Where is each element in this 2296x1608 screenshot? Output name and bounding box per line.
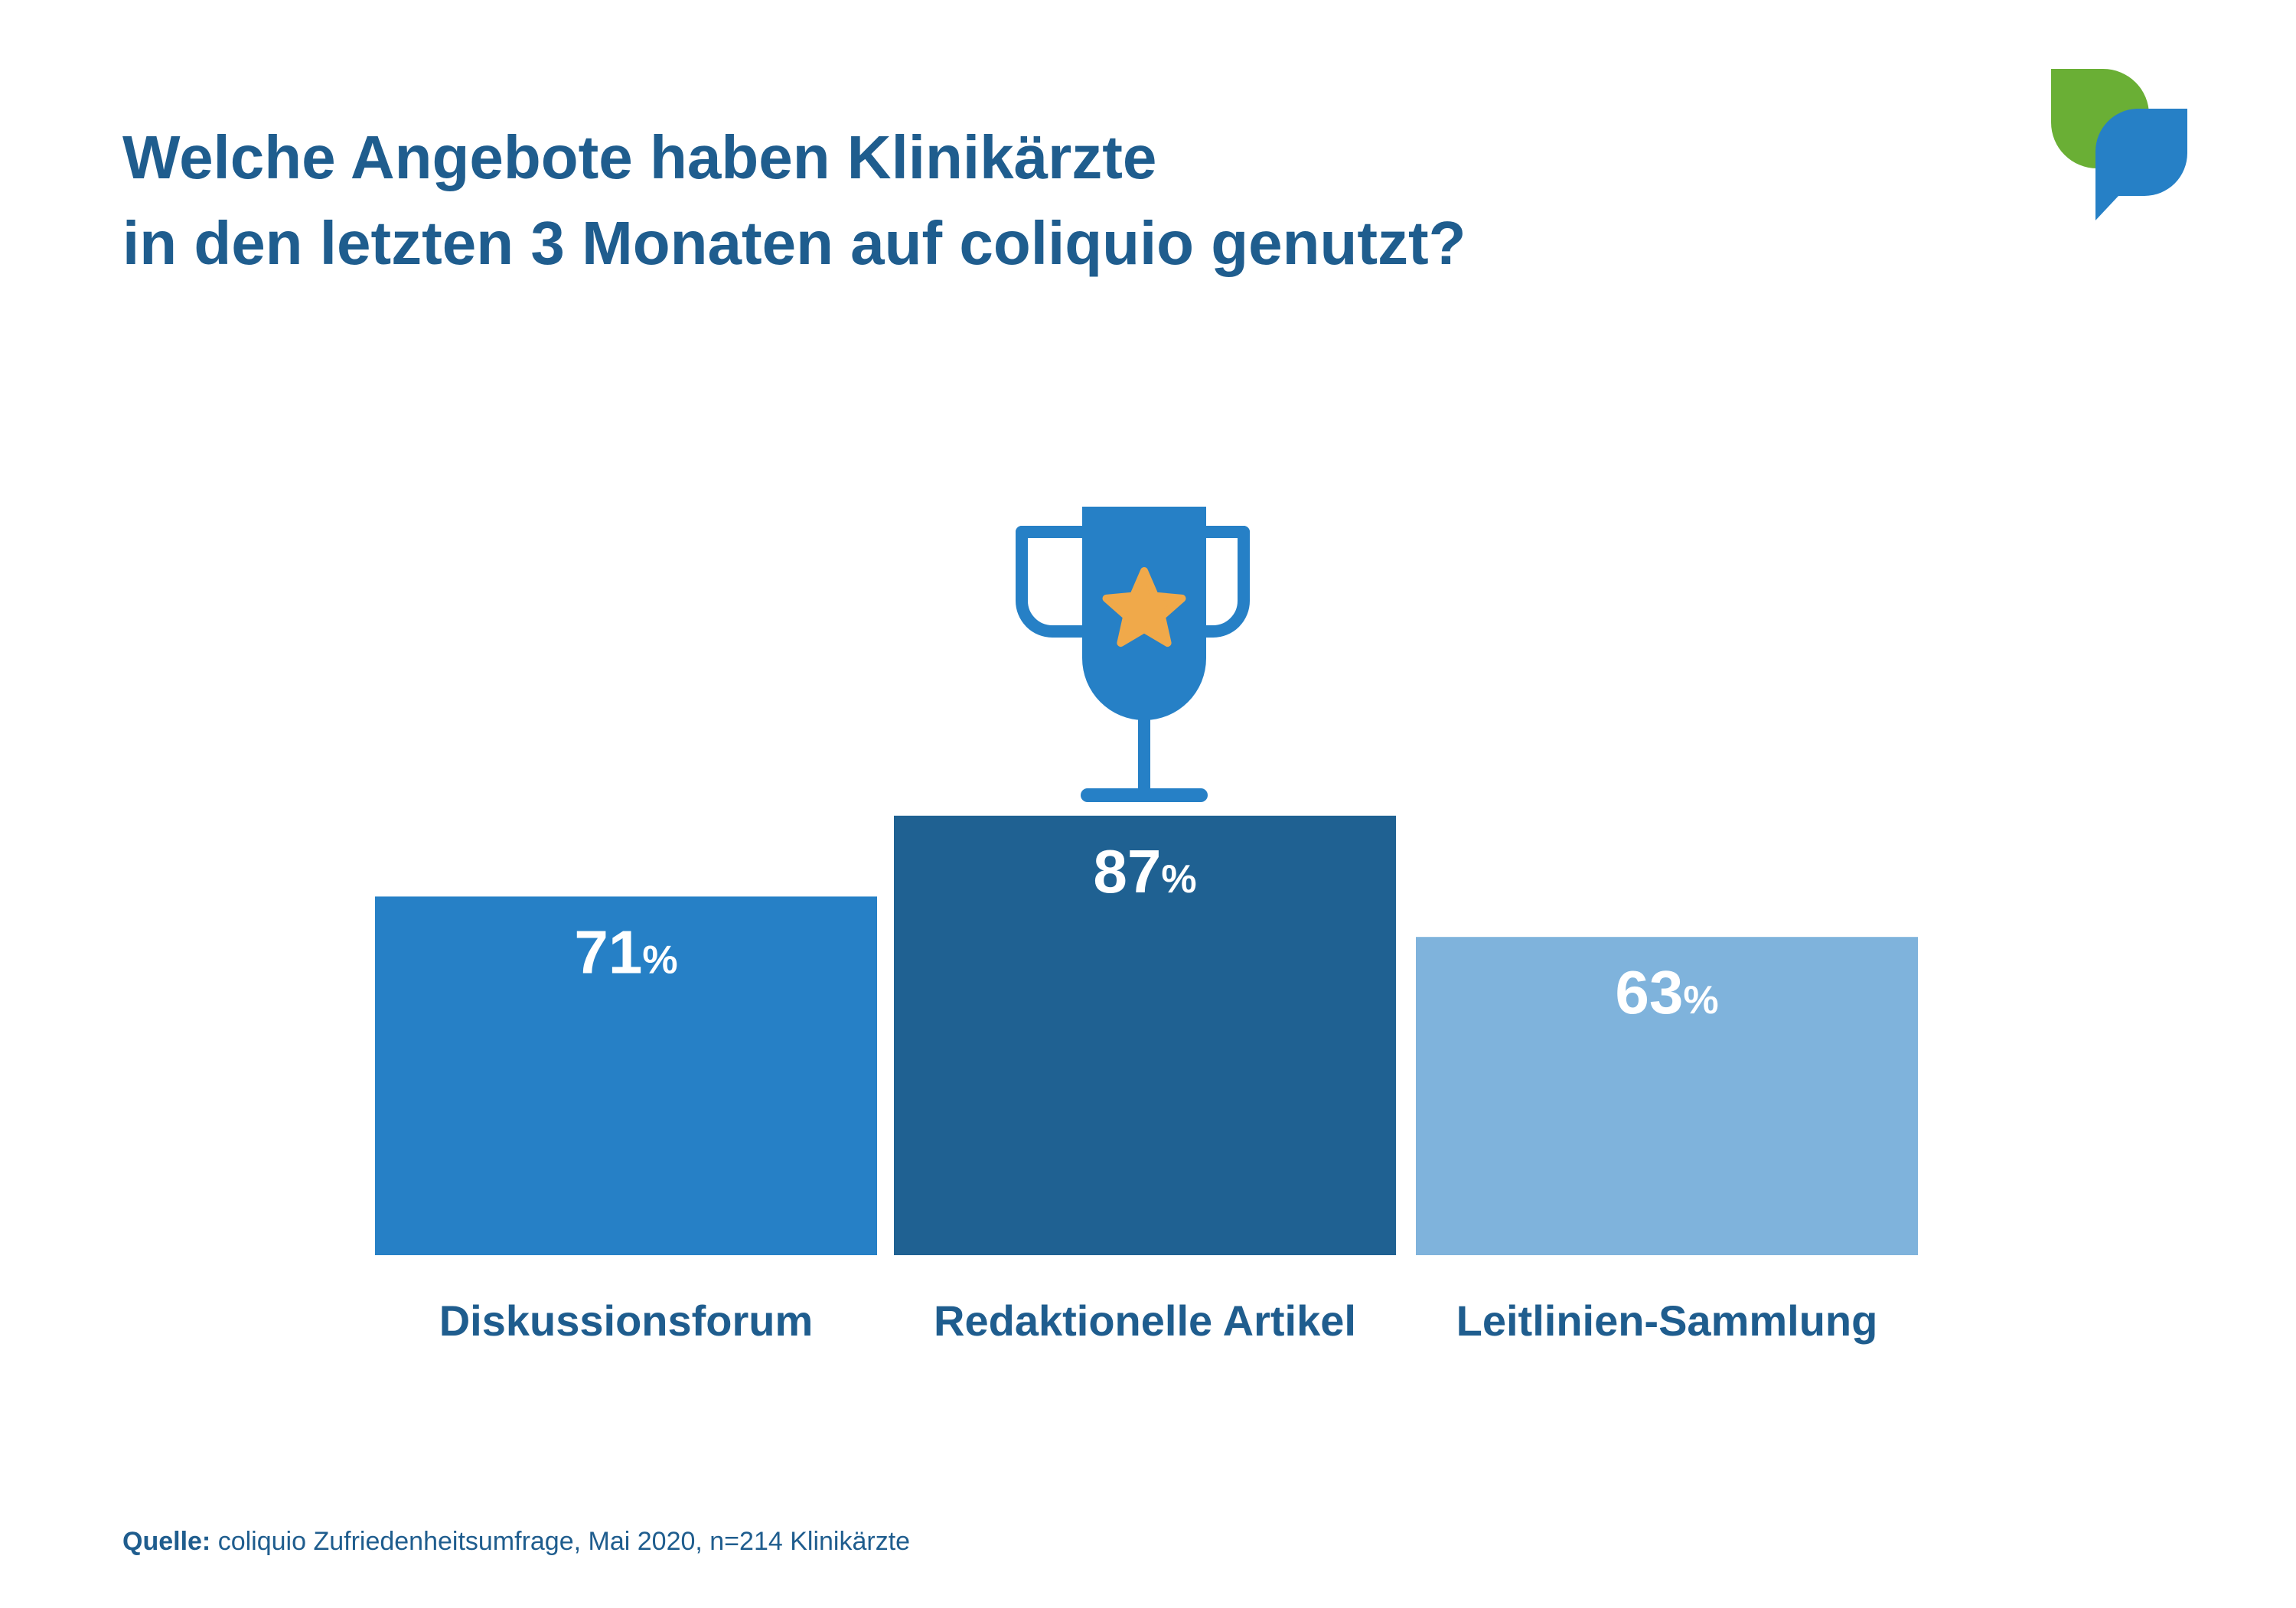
value-label: 87% — [1093, 837, 1196, 905]
chart-title-line-1: Welche Angebote haben Klinikärzte — [122, 123, 1157, 191]
bar-redaktionelle-artikel — [894, 815, 1396, 1255]
star-icon — [1102, 567, 1186, 647]
chart-title: Welche Angebote haben Klinikärzte in den… — [122, 115, 1806, 286]
category-label: Redaktionelle Artikel — [934, 1297, 1356, 1345]
value-label: 63% — [1615, 958, 1718, 1026]
bar-leitlinien-sammlung — [1416, 937, 1918, 1255]
source-label: Quelle: — [122, 1527, 211, 1556]
trophy-star-icon — [1016, 507, 1250, 802]
source-note: Quelle: coliquio Zufriedenheitsumfrage, … — [122, 1527, 910, 1557]
logo-blue-bubble-icon — [2095, 109, 2187, 220]
category-label: Leitlinien-Sammlung — [1456, 1297, 1878, 1345]
source-text: coliquio Zufriedenheitsumfrage, Mai 2020… — [210, 1527, 911, 1556]
chart-title-line-2: in den letzten 3 Monaten auf coliquio ge… — [122, 209, 1466, 277]
coliquio-logo — [2051, 69, 2187, 220]
bar-diskussionsforum — [375, 896, 877, 1255]
value-label: 71% — [574, 918, 677, 986]
category-label: Diskussionsforum — [439, 1297, 814, 1345]
